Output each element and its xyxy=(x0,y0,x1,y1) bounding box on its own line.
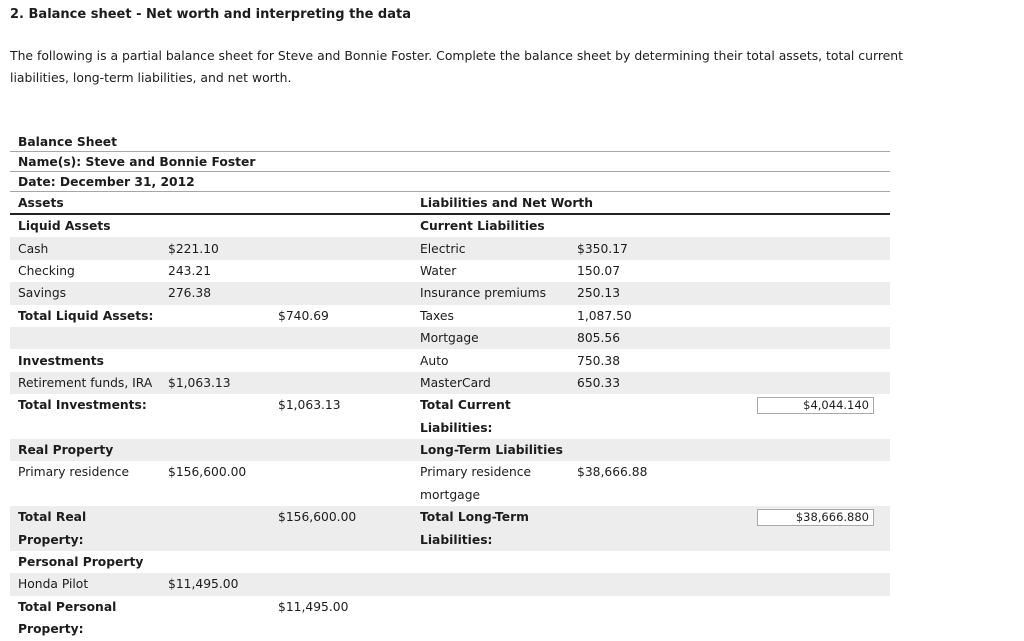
liability-amount-cell: 250.13 xyxy=(577,286,621,301)
asset-label-cell: Retirement funds, IRA xyxy=(18,375,153,390)
table-row: Total Personal $11,495.00 xyxy=(10,596,890,618)
sheet-name-row: Name(s): Steve and Bonnie Foster xyxy=(10,152,890,172)
table-row: Liabilities: xyxy=(10,417,890,439)
asset-label-cell: Total Real xyxy=(18,510,87,525)
liability-label-cell: Total Current xyxy=(420,398,511,413)
liability-amount-cell: 750.38 xyxy=(577,353,621,368)
liability-label-cell: Liabilities: xyxy=(420,532,493,547)
asset-total-cell: $156,600.00 xyxy=(278,510,357,525)
asset-amount-cell: $1,063.13 xyxy=(168,375,231,390)
balance-sheet-body: Liquid Assets Current Liabilities Cash $221… xyxy=(10,215,890,640)
asset-label-cell: Cash xyxy=(18,241,49,256)
asset-label-cell: Primary residence xyxy=(18,465,130,480)
liability-amount-cell: 1,087.50 xyxy=(577,308,632,323)
table-row: Primary residence $156,600.00 Primary resi… xyxy=(10,461,890,483)
liability-label-cell: Mortgage xyxy=(420,331,479,346)
asset-label-cell: Real Property xyxy=(18,443,114,458)
table-row: Investments Auto 750.38 xyxy=(10,349,890,371)
asset-amount-cell: $221.10 xyxy=(168,241,219,256)
asset-total-cell: $11,495.00 xyxy=(278,599,349,614)
asset-total-cell: $1,063.13 xyxy=(278,398,341,413)
liability-amount-cell: 650.33 xyxy=(577,375,621,390)
intro-paragraph: The following is a partial balance sheet… xyxy=(10,45,1014,89)
liability-label-cell: MasterCard xyxy=(420,375,491,390)
intro-line-1: The following is a partial balance sheet… xyxy=(10,48,904,63)
asset-label-cell: Honda Pilot xyxy=(18,577,89,592)
liability-amount-cell: 150.07 xyxy=(577,263,621,278)
liability-amount-cell: 805.56 xyxy=(577,331,621,346)
table-row: Honda Pilot $11,495.00 xyxy=(10,573,890,596)
liability-label-cell: Taxes xyxy=(420,308,454,323)
liability-label-cell: mortgage xyxy=(420,487,481,502)
table-row: mortgage xyxy=(10,484,890,506)
asset-label-cell: Investments xyxy=(18,353,104,368)
total-current-liabilities-input[interactable] xyxy=(757,396,874,414)
asset-label-cell: Total Personal xyxy=(18,599,117,614)
asset-amount-cell: $11,495.00 xyxy=(168,577,239,592)
liability-label-cell: Primary residence xyxy=(420,465,532,480)
table-row: Checking 243.21 Water 150.07 xyxy=(10,260,890,282)
liability-total-cell xyxy=(755,508,890,526)
table-row: Savings 276.38 Insurance premiums 250.13 xyxy=(10,282,890,305)
asset-label-cell: Property: xyxy=(18,622,84,637)
liability-total-cell xyxy=(755,396,890,414)
asset-label-cell: Personal Property xyxy=(18,555,144,570)
table-row: Property: xyxy=(10,618,890,640)
liability-label-cell: Water xyxy=(420,263,457,278)
table-row: Cash $221.10 Electric $350.17 xyxy=(10,237,890,260)
sheet-date: Date: December 31, 2012 xyxy=(18,174,195,189)
liability-amount-cell: $350.17 xyxy=(577,241,628,256)
asset-amount-cell: 276.38 xyxy=(168,286,212,301)
liability-label-cell: Auto xyxy=(420,353,449,368)
asset-label-cell: Property: xyxy=(18,532,84,547)
asset-label-cell: Savings xyxy=(18,286,67,301)
liabilities-column-header: Liabilities and Net Worth xyxy=(420,195,594,210)
sheet-title-row: Balance Sheet xyxy=(10,132,890,152)
liability-label-cell: Liabilities: xyxy=(420,420,493,435)
liability-label-cell: Electric xyxy=(420,241,466,256)
liability-label-cell: Long-Term Liabilities xyxy=(420,443,563,458)
balance-sheet-table: Balance Sheet Name(s): Steve and Bonnie … xyxy=(10,132,890,640)
liability-label-cell: Current Liabilities xyxy=(420,219,545,234)
table-row: Real Property Long-Term Liabilities xyxy=(10,438,890,462)
asset-label-cell: Total Investments: xyxy=(18,398,147,413)
table-row: Total Liquid Assets: $740.69 Taxes 1,087.50 xyxy=(10,305,890,327)
sheet-date-row: Date: December 31, 2012 xyxy=(10,172,890,192)
intro-line-2: liabilities, long-term liabilities, and … xyxy=(10,70,292,85)
sheet-names: Name(s): Steve and Bonnie Foster xyxy=(18,154,256,169)
table-row: Personal Property xyxy=(10,551,890,573)
asset-label-cell: Total Liquid Assets: xyxy=(18,308,154,323)
total-long-term-liabilities-input[interactable] xyxy=(757,508,874,526)
liability-label-cell: Insurance premiums xyxy=(420,286,546,301)
liability-amount-cell: $38,666.88 xyxy=(577,465,648,480)
asset-amount-cell: $156,600.00 xyxy=(168,465,247,480)
asset-label-cell: Checking xyxy=(18,263,75,278)
sheet-title: Balance Sheet xyxy=(18,134,118,149)
column-header-row: Assets Liabilities and Net Worth xyxy=(10,192,890,215)
liability-label-cell: Total Long-Term xyxy=(420,510,529,525)
asset-amount-cell: 243.21 xyxy=(168,263,212,278)
table-row: Total Investments: $1,063.13 Total Current xyxy=(10,394,890,416)
table-row: Liquid Assets Current Liabilities xyxy=(10,215,890,237)
table-row: Retirement funds, IRA $1,063.13 MasterCard… xyxy=(10,371,890,395)
table-row: Mortgage 805.56 xyxy=(10,326,890,350)
asset-label-cell: Liquid Assets xyxy=(18,219,111,234)
asset-total-cell: $740.69 xyxy=(278,308,329,323)
table-row: Total Real $156,600.00 Total Long-Term xyxy=(10,506,890,529)
page-title: 2. Balance sheet - Net worth and interpr… xyxy=(10,7,411,22)
table-row: Property: Liabilities: xyxy=(10,528,890,551)
assets-column-header: Assets xyxy=(18,195,64,210)
